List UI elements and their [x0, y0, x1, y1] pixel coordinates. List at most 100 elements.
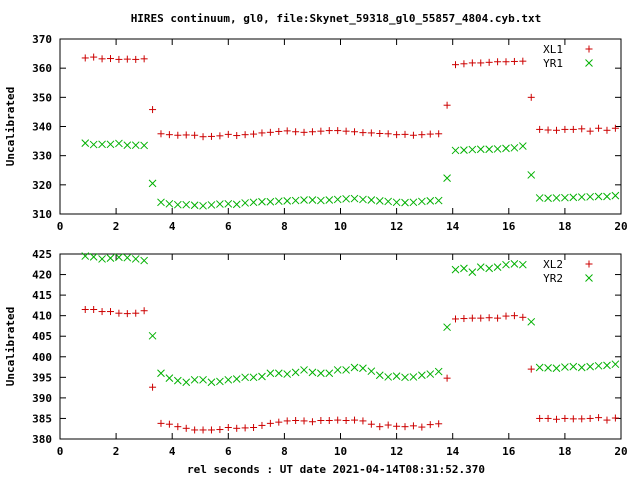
data-point-yr2	[89, 253, 98, 261]
x-tick-label: 0	[57, 220, 64, 233]
data-point-yr1	[527, 171, 536, 179]
data-point-xl2	[165, 420, 173, 428]
data-point-yr2	[232, 375, 241, 383]
x-tick-label: 8	[281, 220, 288, 233]
x-tick-label: 10	[334, 445, 347, 458]
data-point-yr2	[518, 260, 527, 269]
x-tick-label: 6	[225, 220, 232, 233]
data-point-xl2	[317, 417, 325, 424]
data-point-yr1	[173, 200, 182, 209]
data-point-yr1	[544, 194, 552, 203]
x-tick-label: 4	[169, 220, 176, 233]
x-tick-label: 0	[57, 445, 64, 458]
y-tick-label: 390	[32, 392, 52, 405]
data-point-yr2	[384, 373, 393, 381]
data-point-xl2	[536, 414, 544, 422]
data-point-xl2	[502, 312, 510, 320]
data-point-xl2	[207, 426, 215, 434]
data-point-yr1	[409, 198, 418, 207]
data-point-yr2	[190, 375, 199, 384]
y-tick-label: 350	[32, 91, 52, 104]
data-point-yr1	[342, 194, 350, 203]
data-point-xl2	[241, 424, 249, 432]
data-point-yr2	[468, 268, 477, 276]
data-point-xl1	[115, 55, 123, 63]
data-point-xl1	[308, 128, 316, 136]
y-tick-label: 340	[32, 121, 52, 134]
data-point-yr1	[131, 141, 140, 150]
data-point-yr1	[258, 197, 266, 206]
data-point-yr1	[224, 199, 233, 208]
data-point-xl1	[603, 126, 611, 134]
data-point-xl1	[552, 126, 560, 134]
data-point-xl2	[106, 308, 114, 316]
data-point-xl2	[409, 422, 417, 430]
data-point-yr1	[300, 196, 308, 204]
x-tick-label: 14	[446, 445, 460, 458]
data-point-yr1	[199, 201, 207, 210]
data-point-xl1	[241, 131, 249, 139]
data-point-yr1	[274, 197, 283, 206]
data-point-yr2	[485, 264, 494, 273]
data-point-xl1	[544, 126, 552, 134]
data-point-yr2	[115, 253, 123, 262]
data-point-xl2	[275, 418, 283, 426]
data-point-yr2	[359, 364, 367, 373]
data-point-xl2	[586, 414, 594, 422]
data-point-xl2	[452, 315, 460, 323]
data-point-xl1	[409, 131, 417, 139]
y-tick-label: 310	[32, 208, 52, 221]
data-point-yr2	[603, 361, 611, 370]
data-point-xl1	[376, 130, 384, 137]
data-point-xl1	[443, 101, 451, 109]
data-point-yr2	[224, 375, 233, 384]
data-point-yr1	[561, 193, 569, 202]
data-point-yr2	[552, 364, 561, 373]
data-point-xl1	[452, 61, 460, 69]
data-point-xl1	[351, 128, 359, 136]
data-point-yr2	[173, 376, 182, 385]
data-point-yr1	[350, 194, 359, 203]
data-point-xl1	[250, 130, 258, 138]
data-point-xl2	[250, 423, 258, 431]
data-point-xl1	[149, 106, 157, 114]
data-point-yr2	[561, 363, 569, 371]
data-point-yr1	[89, 140, 98, 149]
data-point-xl1	[460, 60, 468, 68]
data-point-xl2	[90, 306, 98, 313]
data-point-yr2	[392, 372, 401, 380]
data-point-xl2	[544, 414, 552, 422]
data-point-xl1	[182, 131, 190, 139]
data-point-yr2	[426, 370, 435, 378]
data-point-xl2	[418, 423, 426, 431]
data-point-yr1	[426, 197, 435, 205]
chart-title: HIRES continuum, gl0, file:Skynet_59318_…	[131, 12, 542, 25]
data-point-yr2	[409, 373, 418, 381]
data-point-xl2	[578, 415, 586, 423]
legend-marker	[585, 59, 593, 67]
data-point-yr1	[317, 196, 325, 205]
legend-label: YR2	[543, 272, 563, 285]
data-point-yr1	[392, 198, 401, 207]
data-point-yr2	[207, 378, 216, 387]
y-tick-label: 400	[32, 351, 52, 364]
data-point-yr1	[434, 196, 443, 205]
y-tick-label: 420	[32, 269, 52, 282]
data-point-xl1	[98, 55, 106, 63]
legend-marker	[585, 274, 593, 282]
data-point-yr2	[241, 373, 249, 382]
data-point-yr2	[451, 265, 460, 274]
data-point-xl2	[224, 423, 232, 431]
data-point-xl1	[418, 131, 426, 139]
data-point-xl2	[401, 423, 409, 431]
data-point-xl2	[308, 418, 316, 426]
y-axis-label: Uncalibrated	[4, 307, 17, 386]
data-point-xl1	[502, 58, 510, 66]
x-tick-label: 20	[614, 445, 627, 458]
data-point-yr2	[594, 361, 603, 370]
data-point-xl1	[510, 57, 518, 65]
data-point-xl1	[325, 127, 333, 135]
data-point-yr2	[300, 366, 308, 374]
data-point-xl2	[123, 310, 131, 318]
y-tick-label: 330	[32, 150, 52, 163]
